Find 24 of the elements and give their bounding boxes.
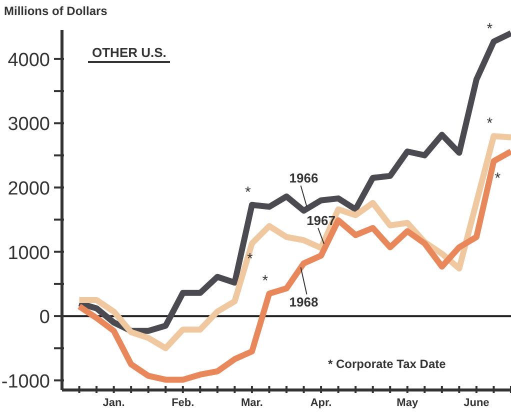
annotation: *: [486, 20, 493, 38]
x-tick-label: June: [464, 397, 490, 409]
x-tick-label: Mar.: [240, 397, 263, 409]
x-tick-label: May: [396, 397, 419, 409]
annotation: *: [245, 184, 252, 201]
x-tick-label: Apr.: [310, 397, 332, 409]
annotation: *: [262, 272, 268, 290]
y-tick-label: -1000: [1, 371, 50, 392]
y-axis-title: Millions of Dollars: [4, 4, 108, 18]
annotation: *: [494, 170, 501, 188]
annotation: *: [247, 250, 254, 268]
x-tick-label: Feb.: [172, 397, 194, 409]
series-label: 1966: [289, 170, 318, 186]
annotation: OTHER U.S.: [88, 45, 170, 63]
series-label: 1967: [306, 212, 336, 228]
annotation: *: [486, 115, 493, 132]
y-tick-label: 3000: [8, 114, 50, 136]
y-tick-label: 4000: [8, 50, 50, 71]
y-tick-label: 2000: [8, 178, 50, 200]
series-label: 1968: [289, 294, 318, 310]
y-tick-label: 1000: [8, 242, 50, 264]
x-tick-label: Jan.: [102, 397, 125, 409]
y-tick-label: 0: [39, 307, 50, 328]
annotation: * Corporate Tax Date: [328, 357, 446, 371]
